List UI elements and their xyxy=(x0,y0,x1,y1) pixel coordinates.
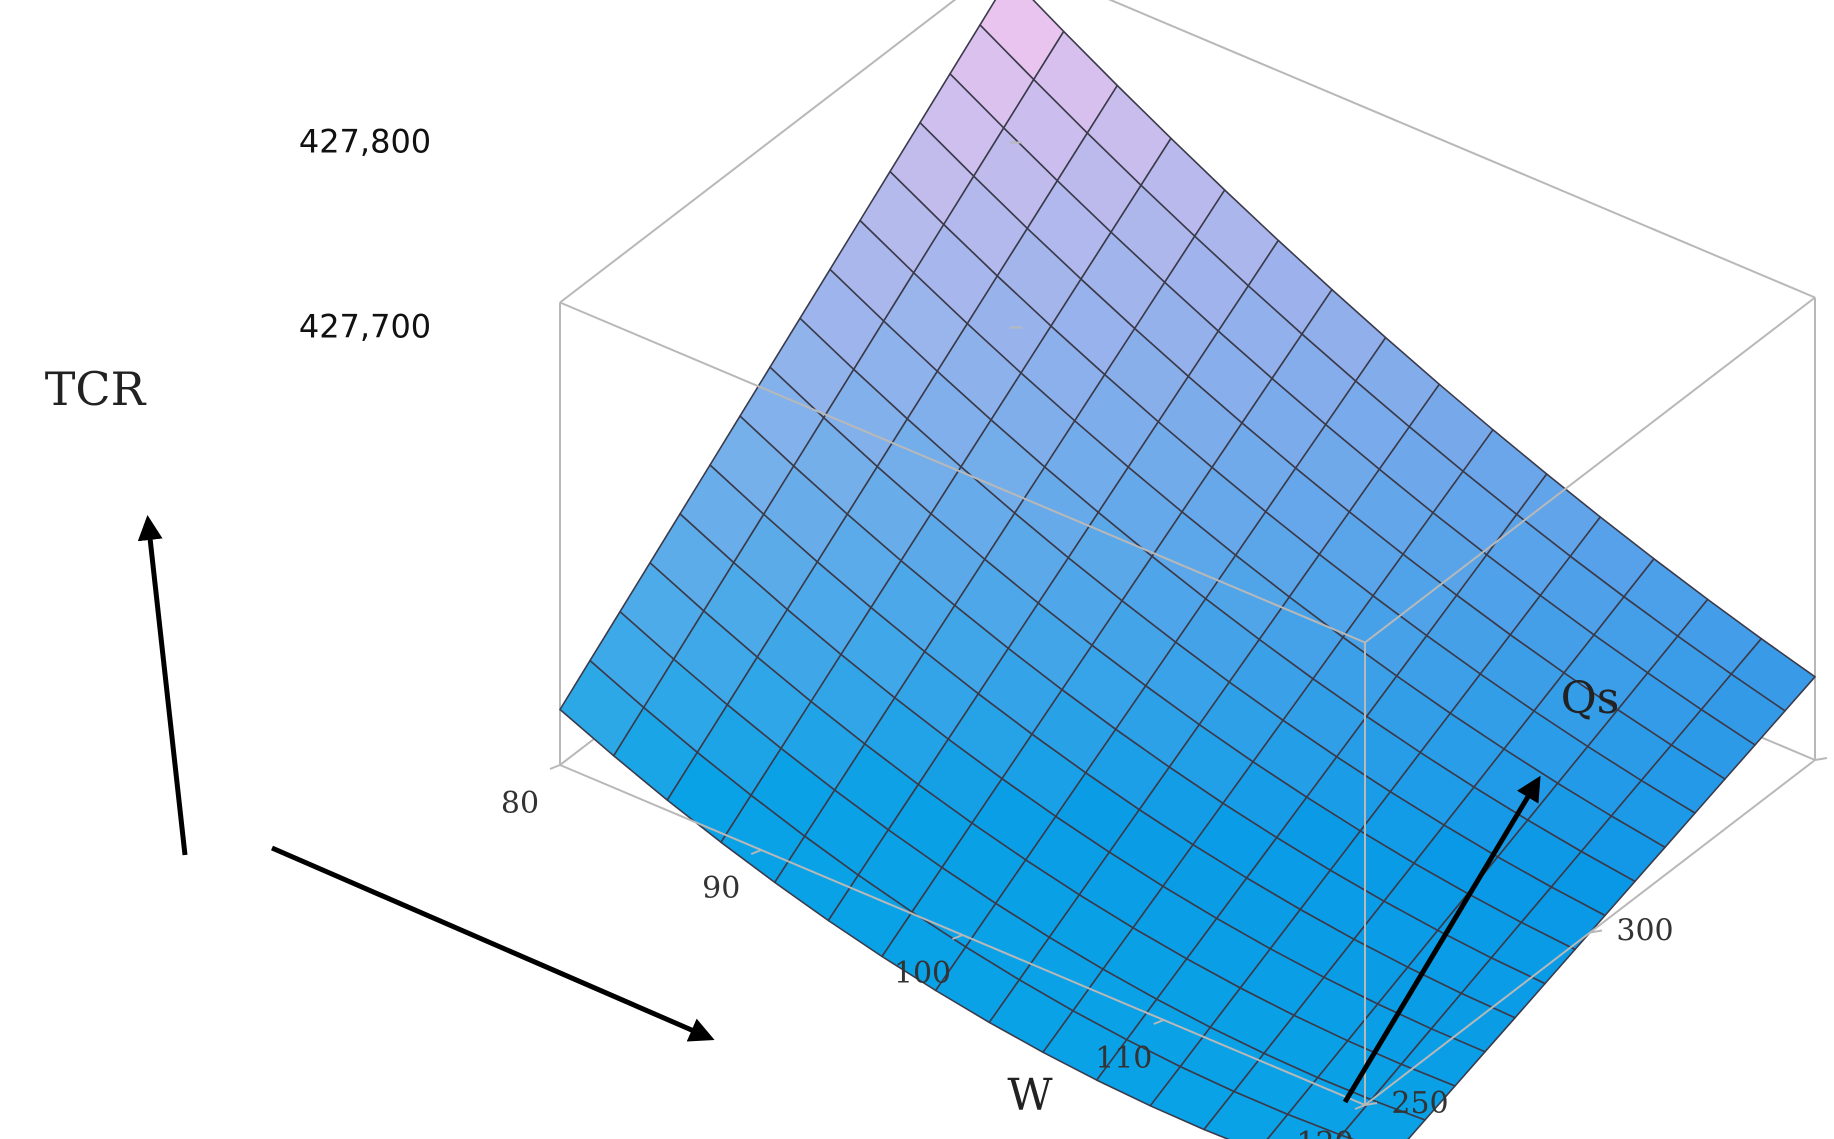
surface-patch xyxy=(1340,1099,1426,1139)
z-axis-title: TCR xyxy=(45,362,147,416)
surface-mesh xyxy=(559,0,1816,1139)
box-edge-front-2 xyxy=(1364,296,1816,644)
x-tick-mark xyxy=(952,934,963,940)
y-tick-mark xyxy=(1589,929,1603,934)
x-tick-mark xyxy=(750,849,762,855)
z-tick-label: 427,700 xyxy=(299,308,431,346)
x-tick-mark xyxy=(1153,1019,1165,1025)
x-tick-label: 80 xyxy=(501,786,539,821)
x-tick-label: 120 xyxy=(1296,1126,1353,1139)
x-tick-label: 90 xyxy=(702,871,740,906)
y-direction-arrow xyxy=(1342,775,1541,1104)
z-tick-label: 427,800 xyxy=(299,123,431,161)
x-tick-mark xyxy=(1354,1104,1366,1110)
surface-patch xyxy=(1337,1134,1355,1139)
x-tick-mark xyxy=(549,764,561,770)
x-direction-arrow xyxy=(271,845,715,1042)
x-tick-label: 100 xyxy=(894,956,951,991)
y-tick-label: 250 xyxy=(1391,1086,1448,1121)
z-direction-arrow xyxy=(137,515,188,856)
y-axis-title: Qs xyxy=(1561,673,1620,724)
box-edge-front-1 xyxy=(559,301,1366,644)
x-axis-title: W xyxy=(1007,1070,1053,1121)
x-tick-label: 110 xyxy=(1095,1041,1152,1076)
y-tick-label: 300 xyxy=(1616,914,1673,949)
direction-arrows xyxy=(137,515,1541,1104)
y-tick-mark xyxy=(1364,1102,1378,1106)
box-edge-back-4 xyxy=(1108,0,1816,299)
box-edge-back-3 xyxy=(559,0,957,304)
y-tick-mark xyxy=(1814,757,1828,761)
